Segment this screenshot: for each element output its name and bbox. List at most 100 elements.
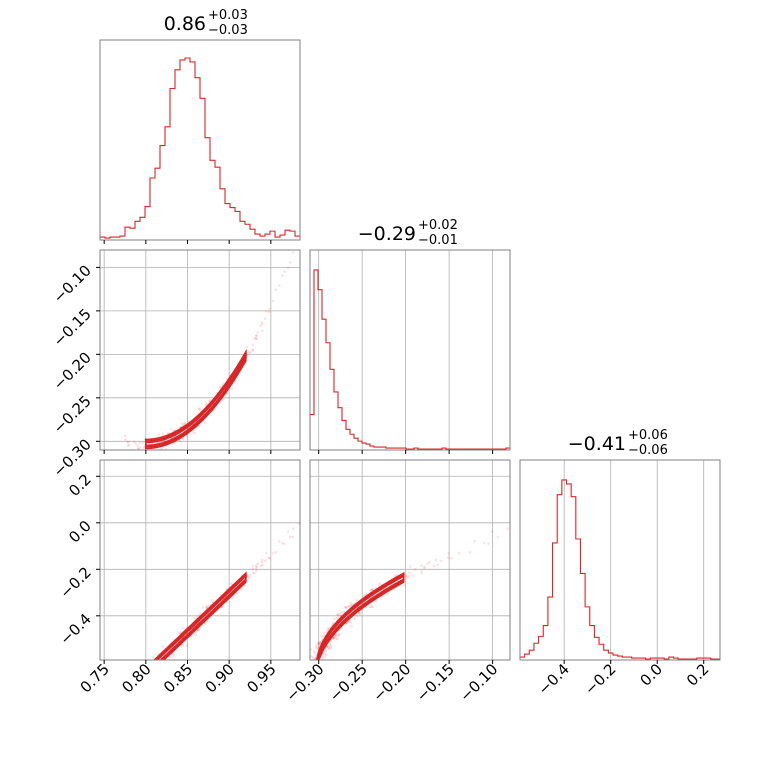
scatter-point [278, 284, 281, 287]
scatter-point [124, 438, 127, 441]
scatter-point [511, 535, 514, 538]
scatter-point [338, 632, 341, 636]
scatter-point [316, 648, 319, 651]
scatter-point [342, 610, 345, 614]
density-contours [145, 348, 247, 450]
scatter-point [158, 661, 161, 664]
scatter-point [134, 442, 138, 445]
density-contours [315, 571, 405, 660]
scatter-point [404, 575, 408, 578]
scatter-point [206, 604, 209, 608]
scatter-point [255, 564, 258, 567]
scatter-point [278, 539, 281, 543]
scatter-points [123, 251, 295, 450]
scatter-point [436, 563, 439, 567]
scatter-point [255, 337, 258, 340]
scatter-point [286, 266, 290, 270]
title-minus: −0.06 [628, 443, 668, 458]
scatter-point [158, 664, 161, 667]
scatter-point [251, 565, 255, 568]
scatter-point [181, 437, 185, 440]
scatter-point [428, 560, 431, 564]
scatter-point [409, 565, 412, 568]
scatter-point [154, 660, 157, 663]
scatter-point [281, 274, 284, 277]
scatter-point [161, 645, 165, 648]
scatter-point [136, 444, 139, 447]
scatter-point [283, 270, 286, 273]
scatter-point [246, 574, 249, 578]
scatter-point [346, 620, 350, 624]
scatter-point [332, 636, 335, 640]
hist-panel-3: −0.41 +0.06−0.06 [519, 428, 721, 664]
y-tick-label: −0.4 [56, 610, 94, 648]
scatter-point [182, 423, 185, 426]
scatter-point [182, 627, 185, 630]
scatter-point [318, 640, 322, 644]
scatter-point [198, 611, 202, 615]
hist-title-2: −0.29 +0.02−0.01 [358, 218, 458, 248]
scatter-point [249, 574, 252, 577]
title-median: 0.86 [164, 13, 206, 35]
y-tick-label: −0.10 [50, 261, 95, 306]
scatter-point [164, 661, 167, 664]
scatter-point [230, 387, 234, 391]
scatter-point [132, 440, 136, 444]
scatter-point [327, 647, 331, 651]
hist-panel-2: −0.29 +0.02−0.01 [309, 218, 511, 454]
scatter-point [446, 556, 450, 560]
scatter-point [141, 441, 144, 445]
scatter-point [312, 650, 316, 653]
scatter-point [158, 661, 161, 664]
scatter-point [163, 660, 166, 663]
scatter-point [325, 645, 329, 649]
scatter-point [319, 696, 322, 699]
y-tick-label: −0.15 [50, 305, 95, 350]
contour-level-3 [153, 571, 247, 660]
scatter-point [193, 431, 197, 435]
x-tick-label: −0.2 [581, 660, 619, 698]
y-tick-label: −0.20 [50, 348, 95, 393]
y-tick-label: −0.30 [50, 435, 95, 480]
scatter-point [395, 573, 398, 577]
scatter-point [468, 551, 472, 554]
panel-frame [309, 249, 511, 451]
title-plus: +0.02 [418, 218, 458, 233]
hist-title-3: −0.41 +0.06−0.06 [568, 428, 668, 458]
scatter-point [153, 667, 156, 670]
scatter-point [353, 617, 356, 621]
title-minus: −0.01 [418, 233, 458, 248]
scatter-point [375, 599, 378, 603]
scatter-point [322, 631, 326, 635]
y-tick-label: −0.25 [50, 392, 95, 437]
scatter-point [322, 634, 326, 638]
scatter-point [326, 627, 330, 630]
scatter-point [193, 616, 196, 620]
panel-frame [309, 459, 511, 661]
scatter-point [185, 644, 189, 647]
scatter-point [414, 568, 417, 571]
scatter-point [156, 664, 159, 667]
scatter-point [327, 646, 331, 649]
scatter-point [259, 564, 262, 568]
scatter-point [255, 565, 258, 569]
scatter-point [370, 605, 374, 608]
scatter-point [350, 624, 353, 628]
scatter-point [506, 527, 509, 530]
scatter-point [333, 617, 336, 620]
scatter-point [260, 322, 264, 326]
histogram-step [520, 479, 720, 660]
scatter-point [355, 614, 359, 617]
scatter-point [348, 620, 351, 623]
x-tick-label: 0.85 [160, 660, 196, 696]
grid-lines [100, 460, 300, 660]
scatter-point [255, 334, 258, 337]
scatter-point [251, 571, 255, 575]
scatter-point [310, 655, 313, 658]
scatter-point [348, 605, 352, 608]
scatter-point [363, 593, 367, 597]
contour-level-1 [316, 574, 405, 660]
contour-level-3 [315, 571, 405, 660]
scatter-point [157, 661, 160, 664]
scatter-point [180, 422, 183, 425]
